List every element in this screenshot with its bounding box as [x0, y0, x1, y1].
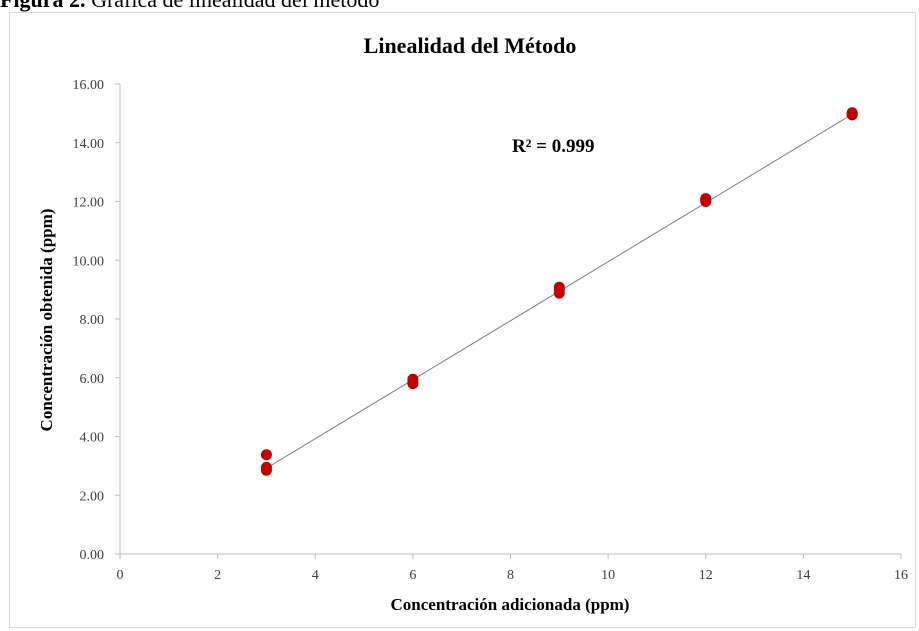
- data-point: [407, 378, 419, 390]
- chart-frame: [9, 12, 916, 628]
- chart-title: Linealidad del Método: [364, 33, 577, 58]
- y-tick-label: 4.00: [80, 431, 105, 446]
- y-tick-label: 2.00: [80, 489, 105, 504]
- data-point: [260, 464, 272, 476]
- x-tick-label: 6: [409, 568, 416, 583]
- y-tick-label: 8.00: [80, 313, 105, 328]
- points-layer: [260, 107, 858, 476]
- x-axis-label: Concentración adicionada (ppm): [391, 595, 630, 614]
- y-tick-label: 12.00: [73, 196, 105, 211]
- y-tick-label: 0.00: [80, 548, 105, 563]
- data-point: [260, 449, 272, 461]
- x-tick-label: 12: [699, 568, 713, 583]
- y-tick-label: 6.00: [80, 372, 105, 387]
- y-tick-label: 16.00: [73, 78, 105, 93]
- figure-caption: Figura 2. Gráfica de linealidad del méto…: [0, 0, 379, 12]
- x-tick-label: 16: [894, 568, 908, 583]
- y-tick-label: 14.00: [73, 137, 105, 152]
- y-axis-label: Concentración obtenida (ppm): [37, 209, 56, 432]
- x-tick-label: 8: [507, 568, 514, 583]
- data-point: [700, 194, 712, 206]
- y-tick-label: 10.00: [73, 254, 105, 269]
- x-tick-label: 14: [796, 568, 810, 583]
- caption-text: Gráfica de linealidad del método: [86, 0, 379, 12]
- r-squared-annotation: R² = 0.999: [512, 136, 595, 157]
- x-tick-label: 4: [312, 568, 319, 583]
- x-tick-label: 2: [214, 568, 221, 583]
- x-tick-label: 10: [601, 568, 615, 583]
- x-tick-label: 0: [117, 568, 124, 583]
- data-point: [846, 108, 858, 120]
- caption-prefix: Figura 2.: [0, 0, 86, 12]
- data-point: [553, 284, 565, 296]
- axes: 0 2 4 6 8 10 12 14 16 0.00 2.00 4.00 6.00 8.00 10.00 12…: [73, 78, 909, 583]
